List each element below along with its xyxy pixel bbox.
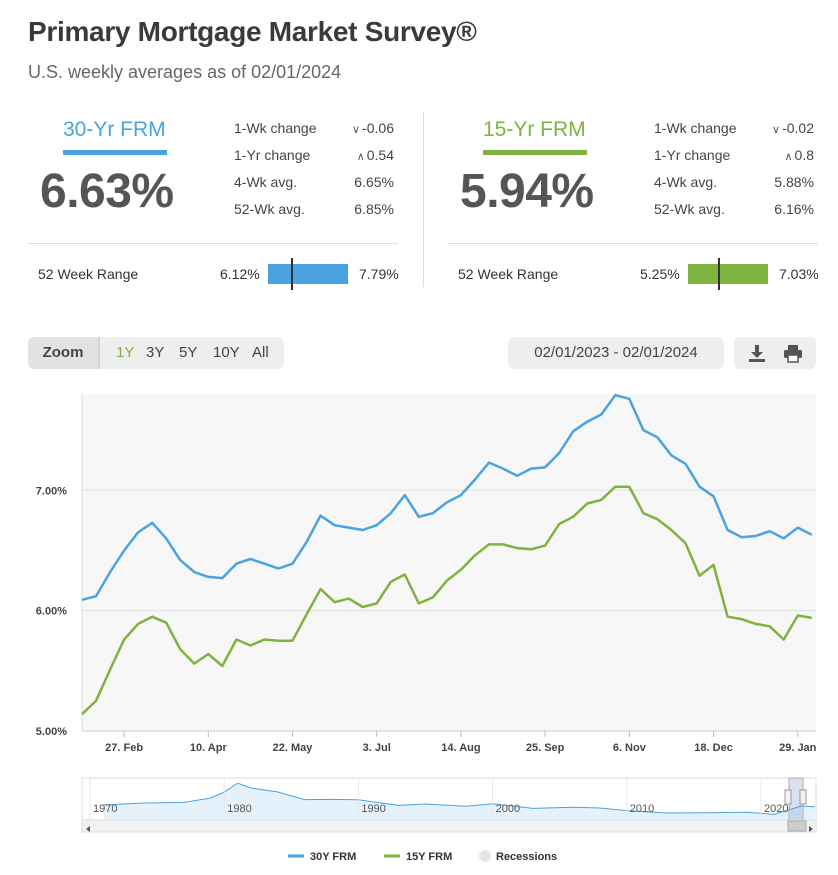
stat-value: 5.88% (774, 174, 814, 190)
stat-value: ∨ -0.06 (352, 120, 394, 136)
range-max: 7.03% (779, 266, 819, 282)
range-min: 5.25% (640, 266, 680, 282)
panel-separator (423, 112, 424, 287)
zoom-bar: Zoom 1Y 3Y 5Y 10Y All (28, 337, 284, 369)
x-tick-label: 25. Sep (526, 742, 565, 754)
stat-label: 4-Wk avg. (234, 174, 298, 190)
stat-label: 4-Wk avg. (654, 174, 718, 190)
rate-panel-30yr: 30-Yr FRM 6.63% 1-Wk change ∨ -0.06 1-Yr … (28, 112, 399, 290)
x-tick-label: 27. Feb (105, 742, 143, 754)
legend-label: 30Y FRM (310, 851, 356, 863)
arrow-up-icon: ∧ (356, 151, 365, 163)
stat-value: ∧ 0.8 (784, 147, 814, 163)
y-tick-label: 7.00% (36, 485, 67, 497)
navigator-scrollbar-track (81, 819, 817, 833)
navigator-label: 1990 (361, 803, 385, 815)
x-tick-label: 3. Jul (363, 742, 391, 754)
rate-underline (63, 150, 167, 155)
zoom-1y-button[interactable]: 1Y (116, 344, 135, 361)
x-tick-label: 29. Jan (779, 742, 817, 754)
rate-stats: 1-Wk change ∨ -0.06 1-Yr change ∧ 0.54 4-W… (234, 118, 398, 226)
range-marker (291, 258, 294, 290)
x-tick-label: 14. Aug (441, 742, 480, 754)
arrow-down-icon: ∨ (352, 124, 361, 136)
stat-row: 4-Wk avg. 5.88% (654, 172, 818, 199)
stat-value: ∨ -0.02 (772, 120, 814, 136)
stat-label: 52-Wk avg. (234, 201, 305, 217)
range-max: 7.79% (359, 266, 399, 282)
stat-label: 52-Wk avg. (654, 201, 725, 217)
stat-row: 1-Wk change ∨ -0.02 (654, 118, 818, 145)
legend-label: Recessions (496, 851, 557, 863)
plot-background (82, 394, 816, 731)
page-subtitle: U.S. weekly averages as of 02/01/2024 (28, 62, 342, 82)
rate-chart: 5.00% 6.00% 7.00% 27. Feb 10. Apr 22. May 3. J… (0, 380, 838, 875)
range-min: 6.12% (220, 266, 260, 282)
y-tick-label: 6.00% (36, 606, 67, 618)
rate-name: 30-Yr FRM (63, 118, 166, 141)
navigator-label: 2000 (496, 803, 520, 815)
navigator-scrollbar-thumb (787, 820, 807, 832)
navigator-label: 2020 (764, 803, 788, 815)
rate-stats: 1-Wk change ∨ -0.02 1-Yr change ∧ 0.8 4-Wk… (654, 118, 818, 226)
arrow-down-icon: ∨ (772, 124, 781, 136)
stat-row: 52-Wk avg. 6.85% (234, 199, 398, 226)
print-icon[interactable] (782, 343, 804, 363)
stat-row: 1-Yr change ∧ 0.54 (234, 145, 398, 172)
navigator-handle-left (784, 789, 792, 805)
rate-panel-15yr: 15-Yr FRM 5.94% 1-Wk change ∨ -0.02 1-Yr … (448, 112, 819, 290)
rate-underline (483, 150, 587, 155)
zoom-10y-button[interactable]: 10Y (213, 344, 240, 361)
panel-divider (28, 243, 398, 244)
stat-value: 6.65% (354, 174, 394, 190)
stat-label: 1-Wk change (654, 120, 737, 136)
stat-label: 1-Yr change (654, 147, 731, 163)
x-tick-label: 22. May (273, 742, 314, 754)
range-label: 52 Week Range (38, 266, 139, 282)
arrow-up-icon: ∧ (784, 151, 793, 163)
stat-row: 4-Wk avg. 6.65% (234, 172, 398, 199)
range-marker (718, 258, 721, 290)
stat-value: 6.85% (354, 201, 394, 217)
series-line-15y (81, 485, 813, 716)
scroll-right-arrow-icon (809, 826, 813, 832)
stat-label: 1-Wk change (234, 120, 317, 136)
stat-row: 1-Yr change ∧ 0.8 (654, 145, 818, 172)
range-bar (688, 264, 768, 284)
chart-actions (734, 337, 816, 369)
legend-label: 15Y FRM (406, 851, 452, 863)
zoom-3y-button[interactable]: 3Y (146, 344, 165, 361)
stat-row: 52-Wk avg. 6.16% (654, 199, 818, 226)
navigator-handle-right (799, 789, 807, 805)
series-line-30y (81, 393, 813, 602)
rate-chart-svg: 5.00% 6.00% 7.00% 27. Feb 10. Apr 22. May 3. J… (36, 393, 817, 863)
panel-divider (448, 243, 818, 244)
x-tick-label: 10. Apr (190, 742, 228, 754)
navigator-label: 1980 (227, 803, 251, 815)
x-tick-label: 18. Dec (694, 742, 733, 754)
legend-swatch (479, 850, 491, 862)
stat-row: 1-Wk change ∨ -0.06 (234, 118, 398, 145)
x-tick-label: 6. Nov (613, 742, 647, 754)
rate-value: 6.63% (40, 165, 174, 218)
rate-value: 5.94% (460, 165, 594, 218)
zoom-label: Zoom (28, 337, 100, 369)
navigator-area (103, 783, 815, 820)
navigator-label: 2010 (630, 803, 654, 815)
range-bar (268, 264, 348, 284)
download-icon[interactable] (746, 343, 768, 363)
date-range-picker[interactable]: 02/01/2023 - 02/01/2024 (508, 337, 724, 369)
stat-value: 6.16% (774, 201, 814, 217)
range-label: 52 Week Range (458, 266, 559, 282)
stat-label: 1-Yr change (234, 147, 311, 163)
scroll-left-arrow-icon (86, 826, 90, 832)
zoom-5y-button[interactable]: 5Y (179, 344, 198, 361)
rate-name: 15-Yr FRM (483, 118, 586, 141)
y-tick-label: 5.00% (36, 726, 67, 738)
zoom-all-button[interactable]: All (252, 344, 269, 361)
navigator-label: 1970 (93, 803, 117, 815)
stat-value: ∧ 0.54 (356, 147, 394, 163)
page-title: Primary Mortgage Market Survey® (28, 16, 477, 47)
